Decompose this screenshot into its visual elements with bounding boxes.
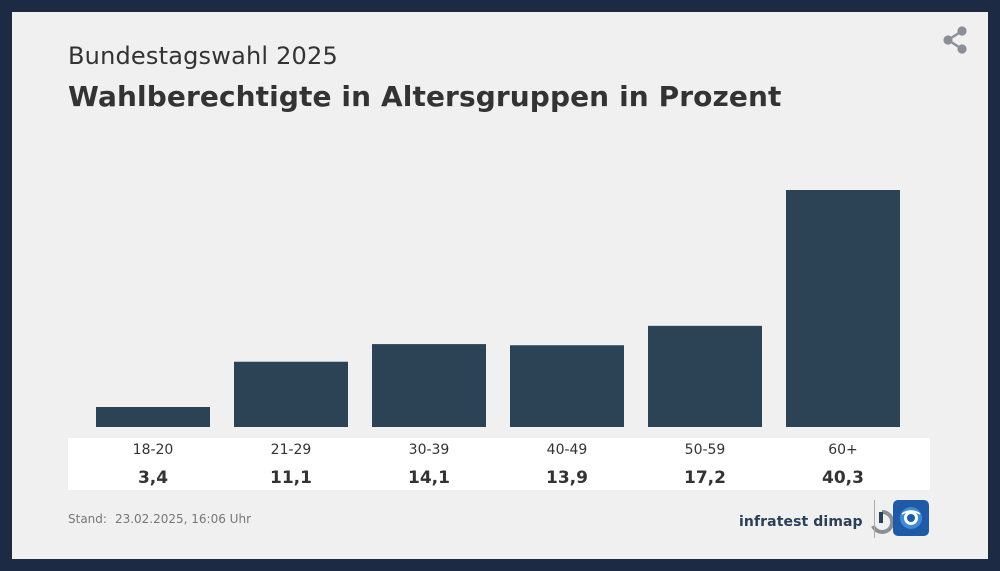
bar-chart: 18-20 3,4 21-29 11,1 30-39 14,1 40-49 13,9 50-59… bbox=[96, 190, 900, 488]
infratest-dimap-logo: infratest dimap bbox=[739, 509, 895, 535]
category-label: 40-49 bbox=[547, 442, 588, 458]
value-label: 3,4 bbox=[138, 468, 168, 488]
infratest-dimap-mark-icon bbox=[870, 509, 894, 534]
chart-title: Wahlberechtigte in Altersgruppen in Proz… bbox=[68, 80, 782, 113]
logo-divider bbox=[874, 500, 875, 538]
bar-30-39 bbox=[372, 344, 486, 427]
value-label: 40,3 bbox=[822, 468, 864, 488]
timestamp-value: 23.02.2025, 16:06 Uhr bbox=[114, 512, 252, 526]
category-label: 21-29 bbox=[271, 442, 312, 458]
bar-50-59 bbox=[648, 325, 762, 427]
value-label: 13,9 bbox=[546, 468, 588, 488]
share-icon[interactable] bbox=[940, 25, 970, 55]
bar-18-20 bbox=[96, 407, 210, 427]
timestamp-label: Stand: bbox=[68, 512, 107, 526]
value-label: 14,1 bbox=[408, 468, 450, 488]
bar-60+ bbox=[786, 190, 900, 427]
chart-card: Bundestagswahl 2025 Wahlberechtigte in A… bbox=[12, 12, 988, 559]
bar-21-29 bbox=[234, 361, 348, 427]
value-label: 17,2 bbox=[684, 468, 726, 488]
timestamp: Stand: 23.02.2025, 16:06 Uhr bbox=[68, 512, 259, 526]
category-label: 60+ bbox=[828, 442, 858, 458]
category-label: 30-39 bbox=[409, 442, 450, 458]
infratest-dimap-logo-text: infratest dimap bbox=[739, 514, 863, 530]
category-label: 18-20 bbox=[133, 442, 174, 458]
bar-40-49 bbox=[510, 345, 624, 427]
category-value-table bbox=[68, 438, 930, 490]
value-label: 11,1 bbox=[270, 468, 312, 488]
tagesschau-logo-icon bbox=[893, 500, 929, 536]
chart-subtitle: Bundestagswahl 2025 bbox=[68, 42, 338, 70]
category-label: 50-59 bbox=[685, 442, 726, 458]
